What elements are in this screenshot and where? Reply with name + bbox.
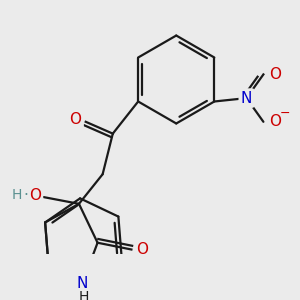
Text: N: N bbox=[241, 91, 252, 106]
Text: O: O bbox=[269, 67, 281, 82]
Text: O: O bbox=[70, 112, 82, 127]
Text: O: O bbox=[136, 242, 148, 257]
Text: O: O bbox=[29, 188, 41, 203]
Text: −: − bbox=[280, 107, 291, 120]
Text: H: H bbox=[79, 290, 89, 300]
Text: H: H bbox=[11, 188, 22, 203]
Text: O: O bbox=[269, 114, 281, 129]
Text: N: N bbox=[77, 276, 88, 291]
Text: ·: · bbox=[23, 188, 28, 203]
